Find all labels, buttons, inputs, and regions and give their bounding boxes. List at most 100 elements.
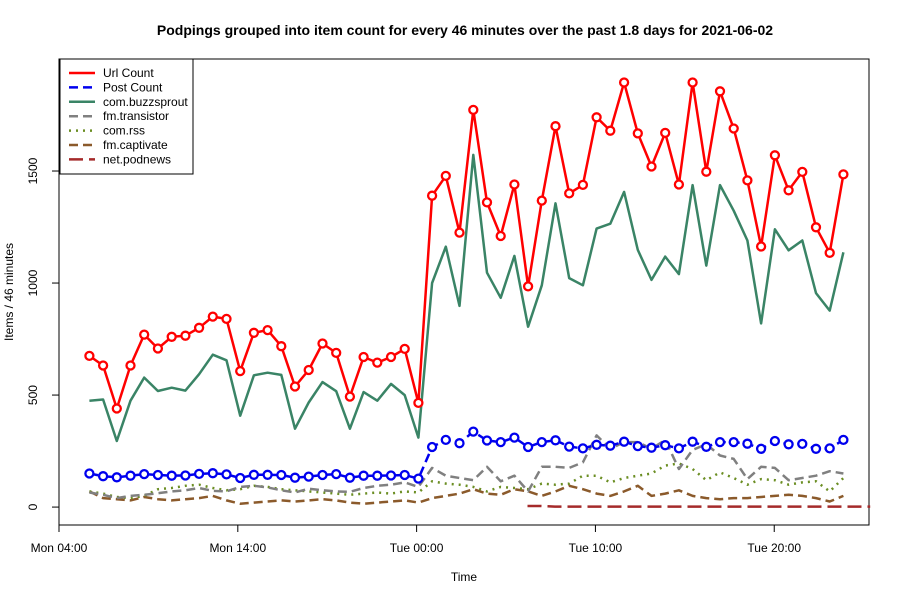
y-tick-label: 1000 xyxy=(26,269,40,296)
data-point xyxy=(399,343,410,355)
data-point xyxy=(536,195,547,206)
data-point xyxy=(207,468,218,479)
data-point xyxy=(783,439,794,450)
data-point xyxy=(605,125,616,136)
data-point xyxy=(755,241,767,252)
series-line-fm-transistor xyxy=(89,434,844,500)
data-point xyxy=(180,330,191,341)
data-point xyxy=(522,281,534,292)
data-point xyxy=(687,436,698,447)
legend-label: net.podnews xyxy=(103,152,171,166)
data-point xyxy=(221,469,232,480)
data-point xyxy=(111,403,122,414)
data-point xyxy=(303,364,314,376)
data-point xyxy=(591,439,602,450)
data-point xyxy=(646,442,657,453)
x-tick-label: Tue 10:00 xyxy=(569,541,623,555)
data-point xyxy=(289,381,301,392)
series-com-buzzsprout xyxy=(89,153,845,443)
y-axis-label: Items / 46 minutes xyxy=(2,243,16,341)
legend-label: Url Count xyxy=(103,66,154,80)
series-line-fm-captivate xyxy=(88,484,844,505)
data-point xyxy=(509,179,520,190)
data-point xyxy=(632,128,643,139)
data-point xyxy=(166,470,177,481)
series-fm-transistor xyxy=(89,434,844,500)
data-point xyxy=(125,470,136,481)
data-point xyxy=(248,327,260,338)
data-point xyxy=(180,470,191,481)
data-point xyxy=(426,441,438,453)
data-point xyxy=(632,440,643,452)
data-point xyxy=(701,441,712,452)
y-tick-label: 0 xyxy=(26,503,40,510)
data-point xyxy=(673,443,685,454)
data-point xyxy=(701,166,712,177)
data-point xyxy=(344,391,356,402)
data-point xyxy=(783,185,794,196)
data-point xyxy=(481,197,493,208)
series-post-count xyxy=(84,426,849,484)
series-net-podnews xyxy=(527,504,871,508)
legend-box xyxy=(59,58,194,175)
data-point xyxy=(824,247,835,258)
data-point xyxy=(618,77,630,88)
data-point xyxy=(125,360,136,371)
series-line-com-buzzsprout xyxy=(89,153,845,443)
data-point xyxy=(358,351,369,363)
data-point xyxy=(454,227,465,238)
data-point xyxy=(468,426,479,437)
data-point xyxy=(440,434,451,446)
series-com-rss xyxy=(89,462,845,500)
data-point xyxy=(413,397,424,409)
data-point xyxy=(660,127,671,139)
series-line-net-podnews xyxy=(527,504,871,508)
data-point xyxy=(97,360,109,371)
data-point xyxy=(605,440,616,451)
data-point xyxy=(317,338,328,349)
data-point xyxy=(536,436,547,448)
data-point xyxy=(495,436,506,448)
data-point xyxy=(550,435,561,446)
data-point xyxy=(591,112,602,123)
data-point xyxy=(331,347,342,359)
data-point xyxy=(810,443,822,454)
data-point xyxy=(372,470,383,481)
series-fm-captivate xyxy=(88,484,844,505)
x-axis: Mon 04:00 Mon 14:00 Tue 00:00 Tue 10:00 Tue … xyxy=(31,524,801,555)
data-point xyxy=(385,470,397,481)
data-point xyxy=(440,170,451,182)
data-point xyxy=(166,331,177,342)
data-point xyxy=(426,190,438,201)
data-point xyxy=(97,471,109,482)
data-point xyxy=(193,468,205,480)
legend-label: fm.transistor xyxy=(103,109,169,123)
x-tick-label: Mon 04:00 xyxy=(31,541,88,555)
data-point xyxy=(577,179,589,191)
data-point xyxy=(84,468,95,479)
data-point xyxy=(372,357,383,368)
data-point xyxy=(303,471,314,482)
data-point xyxy=(207,311,218,322)
series-layer xyxy=(84,77,871,508)
data-point xyxy=(276,341,287,352)
data-point xyxy=(838,434,849,446)
data-point xyxy=(810,222,822,233)
data-point xyxy=(262,469,273,480)
legend-label: Post Count xyxy=(103,80,163,94)
data-point xyxy=(139,468,150,480)
data-point xyxy=(276,469,287,481)
legend-label: com.rss xyxy=(103,124,145,138)
data-point xyxy=(111,472,122,483)
data-point xyxy=(742,175,753,186)
data-point xyxy=(84,350,95,362)
data-point xyxy=(152,343,164,354)
data-point xyxy=(235,365,246,377)
data-point xyxy=(755,443,767,454)
y-tick-label: 500 xyxy=(26,385,40,405)
data-point xyxy=(550,121,561,132)
data-point xyxy=(468,104,479,116)
data-point xyxy=(248,469,260,480)
data-point xyxy=(317,469,328,481)
data-point xyxy=(660,440,671,451)
